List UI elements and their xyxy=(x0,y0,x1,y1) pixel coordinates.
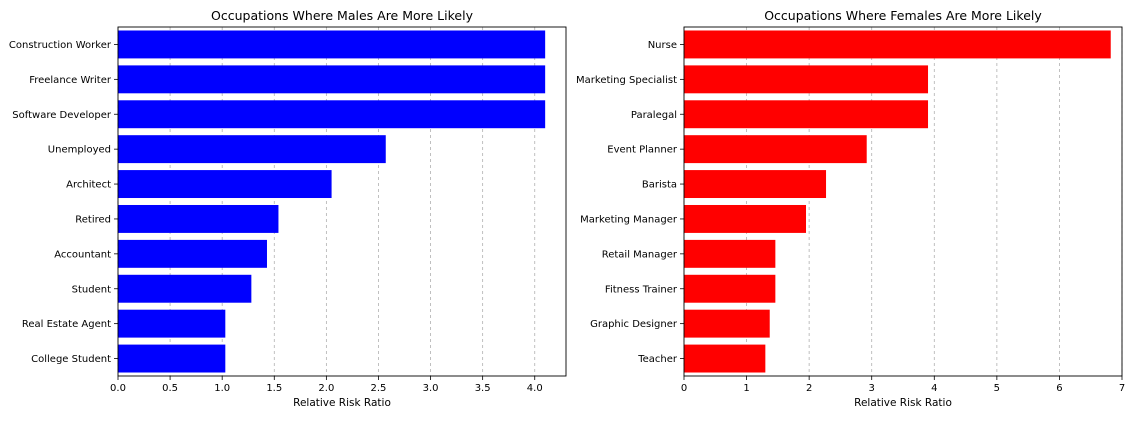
x-tick-label: 5 xyxy=(994,383,1000,394)
bar-student xyxy=(118,274,252,303)
plot-frame xyxy=(117,26,567,377)
x-tick-label: 0.5 xyxy=(162,383,178,394)
bar-unemployed xyxy=(118,135,386,164)
category-label: Graphic Designer xyxy=(590,319,678,330)
bar-construction-worker xyxy=(118,30,546,59)
category-label: Architect xyxy=(66,180,111,191)
chart-title: Occupations Where Males Are More Likely xyxy=(211,8,474,23)
bar-software-developer xyxy=(118,100,546,129)
category-label: Nurse xyxy=(648,40,677,51)
bar-graphic-designer xyxy=(684,309,770,338)
category-label: Paralegal xyxy=(631,110,677,121)
bar-nurse xyxy=(684,30,1111,59)
chart-title: Occupations Where Females Are More Likel… xyxy=(764,8,1042,23)
bar-real-estate-agent xyxy=(118,309,226,338)
category-label: Marketing Manager xyxy=(580,214,678,225)
category-label: Unemployed xyxy=(48,145,111,156)
x-tick-label: 1 xyxy=(743,383,749,394)
x-tick-label: 3.5 xyxy=(475,383,491,394)
x-tick-label: 4 xyxy=(931,383,937,394)
category-label: Retail Manager xyxy=(602,249,678,260)
category-label: Student xyxy=(72,284,111,295)
x-axis-label: Relative Risk Ratio xyxy=(854,397,952,409)
x-tick-label: 4.0 xyxy=(527,383,543,394)
category-label: Event Planner xyxy=(607,145,678,156)
category-label: Software Developer xyxy=(12,110,112,121)
bar-freelance-writer xyxy=(118,65,546,94)
x-tick-label: 0.0 xyxy=(110,383,126,394)
bar-accountant xyxy=(118,239,267,268)
x-tick-label: 2 xyxy=(806,383,812,394)
category-label: Accountant xyxy=(54,249,111,260)
category-label: Teacher xyxy=(637,354,678,365)
chart-1: Construction Worker Freelance Writer Softw… xyxy=(9,8,567,409)
bar-barista xyxy=(684,170,827,199)
x-tick-label: 2.5 xyxy=(371,383,387,394)
category-label: College Student xyxy=(31,354,111,365)
x-tick-label: 1.0 xyxy=(214,383,230,394)
plot-frame xyxy=(683,26,1123,377)
category-label: Barista xyxy=(642,180,677,191)
category-label: Marketing Specialist xyxy=(576,75,677,86)
bar-retired xyxy=(118,204,279,233)
category-label: Retired xyxy=(75,214,111,225)
x-tick-label: 1.5 xyxy=(266,383,282,394)
category-label: Fitness Trainer xyxy=(605,284,678,295)
x-tick-label: 3 xyxy=(869,383,875,394)
bar-paralegal xyxy=(684,100,929,129)
bar-marketing-manager xyxy=(684,204,807,233)
category-label: Construction Worker xyxy=(9,40,112,51)
bar-architect xyxy=(118,170,332,199)
chart-2: Nurse Marketing Specialist Paralegal Event … xyxy=(576,8,1125,409)
category-label: Real Estate Agent xyxy=(22,319,111,330)
x-tick-label: 6 xyxy=(1056,383,1062,394)
x-tick-label: 2.0 xyxy=(318,383,334,394)
x-axis-label: Relative Risk Ratio xyxy=(293,397,391,409)
x-tick-label: 7 xyxy=(1119,383,1125,394)
x-tick-label: 0 xyxy=(681,383,687,394)
bar-retail-manager xyxy=(684,239,776,268)
x-tick-label: 3.0 xyxy=(423,383,439,394)
bar-marketing-specialist xyxy=(684,65,929,94)
bar-teacher xyxy=(684,344,766,373)
category-label: Freelance Writer xyxy=(29,75,112,86)
bar-event-planner xyxy=(684,135,867,164)
bar-college-student xyxy=(118,344,226,373)
bar-fitness-trainer xyxy=(684,274,776,303)
